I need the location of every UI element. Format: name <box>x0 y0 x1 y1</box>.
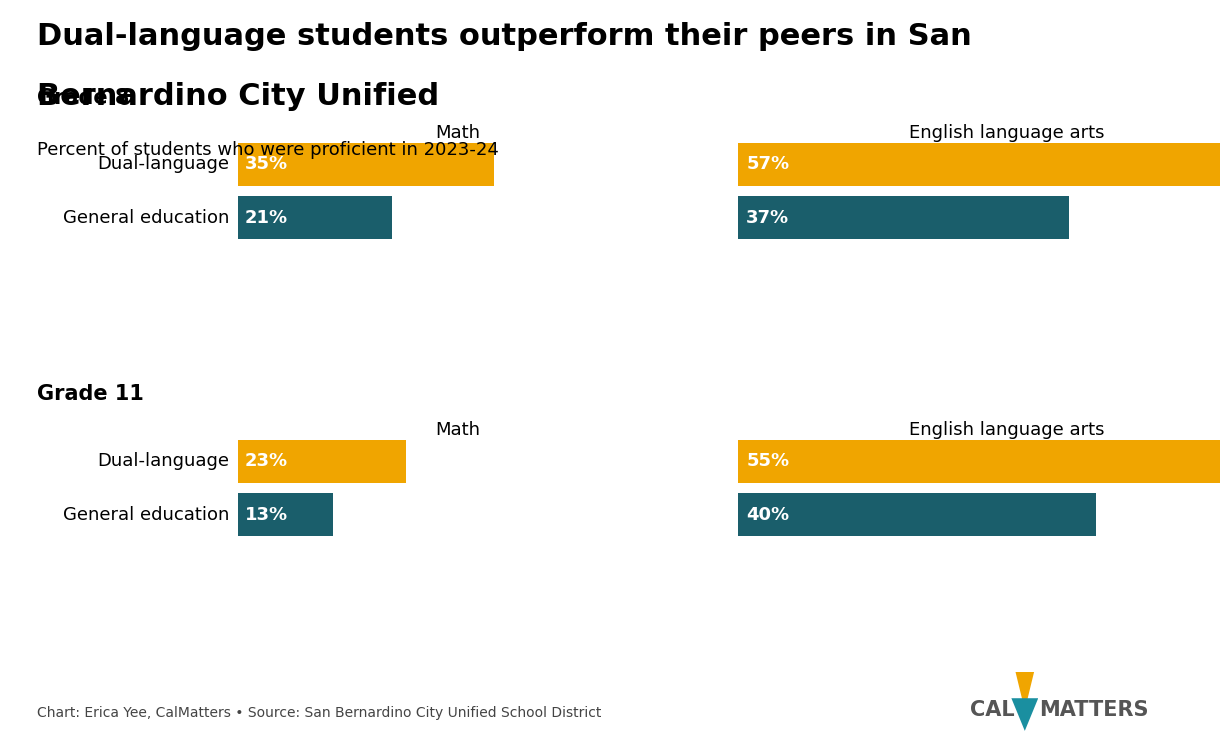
Text: Percent of students who were proficient in 2023-24: Percent of students who were proficient … <box>37 141 499 159</box>
Text: Grade 11: Grade 11 <box>37 384 144 404</box>
Text: Chart: Erica Yee, CalMatters • Source: San Bernardino City Unified School Distri: Chart: Erica Yee, CalMatters • Source: S… <box>37 706 601 720</box>
Text: Dual-language: Dual-language <box>98 452 229 470</box>
Text: General education: General education <box>62 209 229 227</box>
Text: 55%: 55% <box>747 452 789 470</box>
FancyBboxPatch shape <box>238 440 406 482</box>
Text: 37%: 37% <box>747 209 789 227</box>
Text: 21%: 21% <box>244 209 288 227</box>
Text: Bernardino City Unified: Bernardino City Unified <box>37 82 439 111</box>
Text: Math: Math <box>436 124 479 142</box>
Polygon shape <box>1011 698 1038 731</box>
FancyBboxPatch shape <box>738 143 1220 186</box>
Text: 57%: 57% <box>747 155 789 174</box>
FancyBboxPatch shape <box>738 440 1220 482</box>
Text: CAL: CAL <box>970 700 1015 720</box>
FancyBboxPatch shape <box>238 143 494 186</box>
Text: Math: Math <box>436 421 479 439</box>
FancyBboxPatch shape <box>738 197 1069 239</box>
FancyBboxPatch shape <box>238 493 333 536</box>
Text: 35%: 35% <box>244 155 288 174</box>
Text: 13%: 13% <box>244 505 288 524</box>
Text: Grade 8: Grade 8 <box>37 88 129 108</box>
Text: English language arts: English language arts <box>909 421 1104 439</box>
Polygon shape <box>1015 672 1035 710</box>
FancyBboxPatch shape <box>738 493 1096 536</box>
Text: General education: General education <box>62 505 229 524</box>
FancyBboxPatch shape <box>238 197 392 239</box>
Text: 40%: 40% <box>747 505 789 524</box>
Text: 23%: 23% <box>244 452 288 470</box>
Text: Dual-language: Dual-language <box>98 155 229 174</box>
Text: MATTERS: MATTERS <box>1039 700 1149 720</box>
Text: Dual-language students outperform their peers in San: Dual-language students outperform their … <box>37 22 971 51</box>
Text: English language arts: English language arts <box>909 124 1104 142</box>
